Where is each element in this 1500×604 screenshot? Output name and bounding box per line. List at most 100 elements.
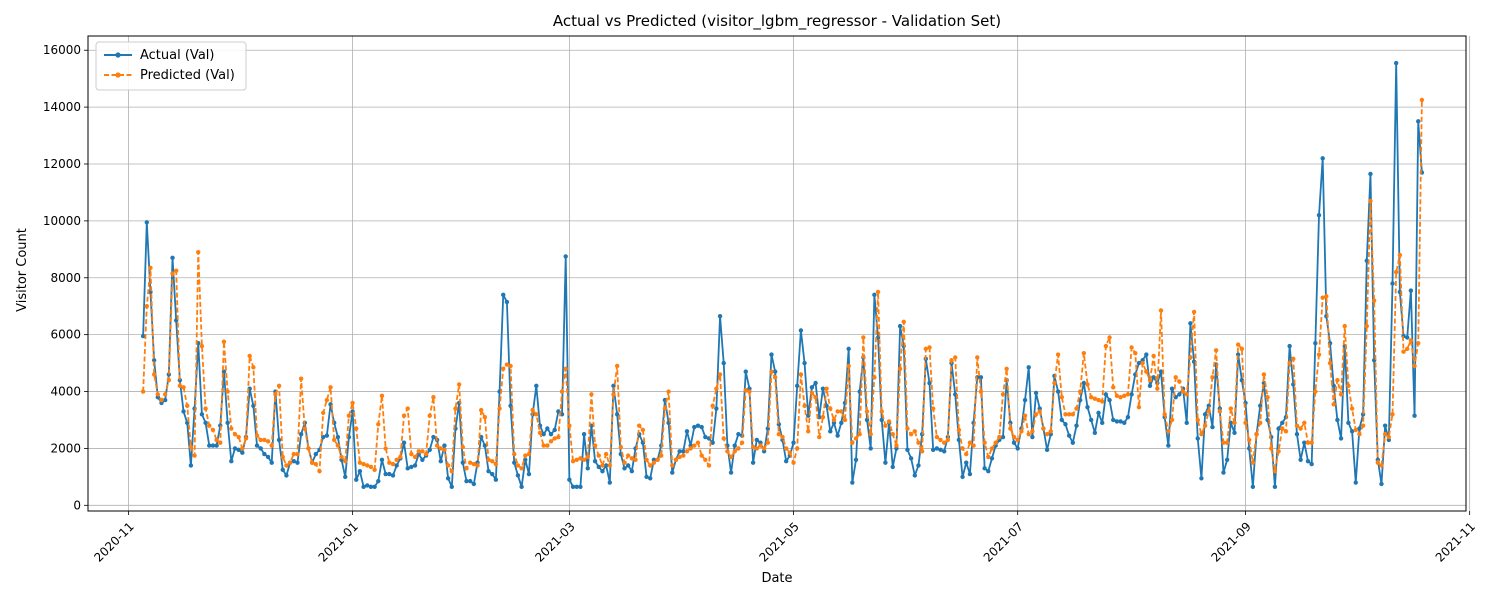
actual-point xyxy=(1044,447,1050,453)
predicted-point xyxy=(600,463,605,468)
predicted-point xyxy=(537,430,543,435)
actual-point xyxy=(504,299,510,305)
predicted-point xyxy=(1221,440,1226,445)
predicted-point xyxy=(945,437,951,443)
actual-point xyxy=(493,477,499,482)
actual-point xyxy=(501,292,506,298)
actual-point xyxy=(629,468,635,474)
actual-point xyxy=(622,466,627,471)
predicted-point xyxy=(434,443,440,448)
y-axis: 0 2000 4000 6000 8000 10000 12000 14000 16000 xyxy=(43,43,88,512)
predicted-point xyxy=(1136,404,1142,410)
predicted-point xyxy=(1085,382,1090,387)
predicted-point xyxy=(357,460,363,465)
actual-point xyxy=(409,464,414,470)
actual-point xyxy=(1088,417,1094,423)
predicted-point xyxy=(603,451,609,457)
actual-point xyxy=(188,463,194,468)
actual-point xyxy=(802,360,807,366)
legend-box xyxy=(95,41,247,91)
predicted-point xyxy=(243,436,249,441)
predicted-point xyxy=(886,419,892,424)
predicted-point xyxy=(273,392,278,397)
actual-point xyxy=(1408,288,1414,293)
predicted-point xyxy=(967,440,973,445)
actual-point xyxy=(541,432,546,437)
predicted-point xyxy=(1357,432,1362,437)
predicted-point xyxy=(177,383,183,389)
y-tick-label: 2000 xyxy=(50,441,81,455)
actual-point xyxy=(343,474,348,480)
y-tick-label: 4000 xyxy=(50,385,81,399)
predicted-point xyxy=(1349,406,1355,411)
actual-point xyxy=(692,424,697,430)
actual-point xyxy=(1158,369,1164,374)
actual-point xyxy=(1338,436,1344,441)
actual-point xyxy=(376,478,381,484)
predicted-point xyxy=(166,377,172,383)
actual-point xyxy=(1309,461,1314,467)
predicted-point xyxy=(144,304,149,309)
actual-point xyxy=(1151,375,1156,380)
predicted-point xyxy=(1298,426,1303,431)
actual-point xyxy=(835,433,840,438)
predicted-point xyxy=(1066,412,1072,417)
actual-point xyxy=(1316,212,1322,218)
actual-point xyxy=(214,443,219,448)
predicted-point xyxy=(706,463,712,468)
predicted-point xyxy=(923,346,929,352)
predicted-point xyxy=(861,335,866,340)
predicted-point xyxy=(1118,395,1123,400)
actual-point xyxy=(383,471,388,477)
predicted-point xyxy=(975,355,980,360)
predicted-point xyxy=(1195,417,1200,423)
actual-point xyxy=(603,463,609,468)
actual-point xyxy=(607,480,612,485)
actual-point xyxy=(324,433,330,438)
predicted-point xyxy=(1088,395,1094,400)
predicted-point xyxy=(677,454,682,460)
predicted-point xyxy=(787,450,793,455)
actual-point xyxy=(1107,397,1112,403)
predicted-point xyxy=(188,444,194,450)
predicted-point xyxy=(523,453,528,458)
predicted-point xyxy=(1335,377,1340,383)
actual-point xyxy=(1195,436,1200,441)
predicted-point xyxy=(901,319,906,325)
actual-point xyxy=(732,443,737,448)
actual-point xyxy=(1125,414,1131,420)
predicted-point xyxy=(1232,420,1237,426)
actual-point xyxy=(872,292,877,298)
predicted-point xyxy=(842,417,848,423)
predicted-point xyxy=(868,432,873,437)
actual-point xyxy=(710,440,715,445)
predicted-point xyxy=(379,393,385,399)
predicted-point xyxy=(1114,393,1120,399)
predicted-point xyxy=(1155,386,1160,391)
predicted-point xyxy=(320,410,326,416)
actual-point xyxy=(1066,433,1072,438)
predicted-point xyxy=(162,392,168,397)
predicted-point xyxy=(240,446,245,451)
predicted-point xyxy=(1052,380,1057,386)
actual-point xyxy=(280,467,285,472)
predicted-point xyxy=(350,400,355,406)
predicted-point xyxy=(196,249,201,255)
actual-point xyxy=(265,454,271,460)
predicted-point xyxy=(155,392,161,397)
predicted-point xyxy=(1004,366,1009,371)
predicted-point xyxy=(229,426,234,431)
predicted-point xyxy=(1338,392,1344,397)
predicted-point xyxy=(589,392,594,397)
predicted-point xyxy=(692,443,697,448)
predicted-point xyxy=(637,423,642,428)
actual-point xyxy=(846,346,851,352)
legend-predicted-label: Predicted (Val) xyxy=(140,68,235,83)
predicted-point xyxy=(883,423,888,428)
predicted-point xyxy=(1360,423,1366,428)
predicted-point xyxy=(1100,399,1105,404)
actual-point xyxy=(1349,429,1355,434)
predicted-point xyxy=(1416,340,1421,346)
actual-point xyxy=(890,464,895,470)
